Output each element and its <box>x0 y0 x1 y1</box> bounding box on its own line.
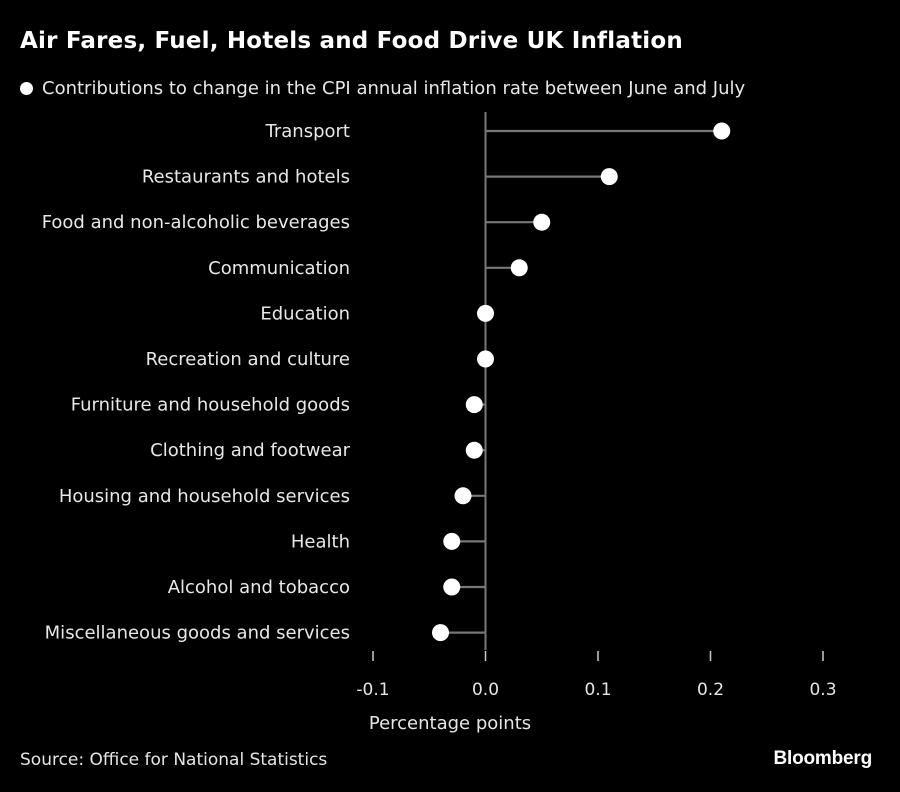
category-label: Miscellaneous goods and services <box>45 623 350 644</box>
data-point <box>713 122 731 140</box>
legend-label: Contributions to change in the CPI annua… <box>42 78 746 99</box>
x-tick-label: -0.1 <box>356 680 389 700</box>
data-point <box>510 259 528 277</box>
category-label: Restaurants and hotels <box>142 167 350 188</box>
category-label: Transport <box>265 121 350 142</box>
source-note: Source: Office for National Statistics <box>20 750 328 770</box>
data-point <box>432 624 449 642</box>
data-point <box>465 441 483 459</box>
category-label: Housing and household services <box>59 486 350 507</box>
bloomberg-logo: Bloomberg <box>773 748 873 769</box>
legend: Contributions to change in the CPI annua… <box>20 78 745 99</box>
data-point <box>454 487 472 505</box>
category-label: Clothing and footwear <box>150 440 350 461</box>
category-label: Alcohol and tobacco <box>168 577 350 598</box>
data-point <box>443 532 461 550</box>
x-tick-label: 0.3 <box>809 680 836 700</box>
category-label: Food and non-alcoholic beverages <box>42 212 350 233</box>
data-point <box>600 168 618 186</box>
category-label: Furniture and household goods <box>71 395 350 416</box>
category-label: Communication <box>208 258 350 279</box>
data-point <box>477 304 494 322</box>
data-point <box>465 396 483 414</box>
category-label: Recreation and culture <box>146 349 350 370</box>
x-tick-label: 0.1 <box>584 680 611 700</box>
legend-marker <box>20 82 33 95</box>
chart-title: Air Fares, Fuel, Hotels and Food Drive U… <box>20 28 683 54</box>
x-tick-label: 0.2 <box>697 680 724 700</box>
data-point <box>443 578 461 596</box>
data-point <box>477 350 494 368</box>
category-label: Education <box>260 303 350 324</box>
x-axis-label: Percentage points <box>369 713 531 734</box>
x-tick-label: 0.0 <box>472 680 499 700</box>
data-point <box>533 213 551 231</box>
category-label: Health <box>291 531 350 552</box>
